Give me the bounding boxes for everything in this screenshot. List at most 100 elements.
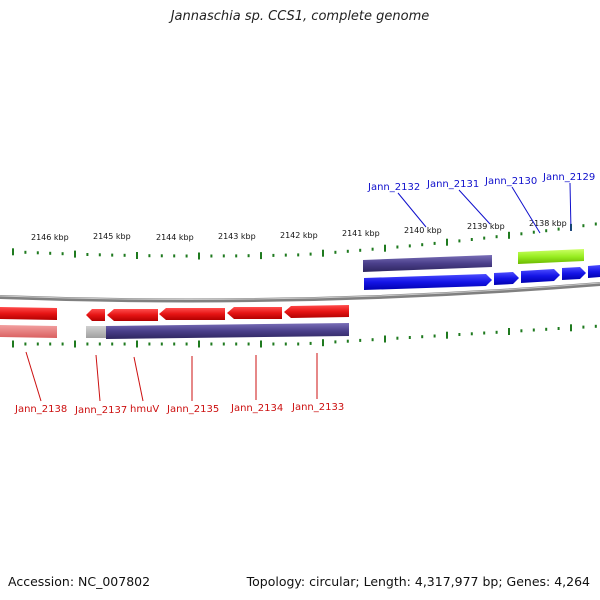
label-jann-2138[interactable]: Jann_2138	[14, 404, 67, 415]
major-tick	[508, 231, 510, 239]
minor-tick	[61, 342, 64, 346]
forward-band-segment[interactable]	[363, 255, 492, 272]
upper-tick-track	[12, 222, 597, 260]
major-tick	[136, 340, 138, 348]
label-jann-2131[interactable]: Jann_2131	[426, 179, 479, 190]
major-tick	[74, 250, 76, 258]
minor-tick	[235, 254, 238, 258]
label-jann-2137[interactable]: Jann_2137	[74, 405, 127, 416]
gene-jann-2132[interactable]	[364, 274, 492, 290]
minor-tick	[86, 342, 89, 346]
gene-jann-2131[interactable]	[494, 272, 519, 285]
minor-tick	[594, 222, 597, 226]
minor-tick	[111, 342, 114, 346]
minor-tick	[98, 342, 101, 346]
scale-label-2144: 2144 kbp	[156, 233, 194, 242]
minor-tick	[160, 342, 163, 346]
minor-tick	[111, 253, 114, 257]
gene-jann-2138[interactable]	[0, 307, 57, 320]
forward-band-highlight[interactable]	[518, 249, 584, 264]
scale-label-2143: 2143 kbp	[218, 232, 256, 241]
minor-tick	[36, 342, 39, 346]
minor-tick	[247, 342, 250, 346]
minor-tick	[470, 238, 473, 241]
reverse-band-segment[interactable]	[106, 323, 349, 339]
gene-hmuv[interactable]	[107, 309, 158, 321]
label-jann-2130[interactable]: Jann_2130	[484, 176, 537, 187]
scale-label-2140: 2140 kbp	[404, 226, 442, 235]
major-tick	[260, 252, 262, 260]
reverse-band-pink[interactable]	[0, 325, 57, 338]
major-tick	[446, 331, 448, 339]
gene-jann-2133[interactable]	[284, 305, 349, 318]
scale-label-2138: 2138 kbp	[529, 219, 567, 228]
major-tick	[322, 249, 324, 257]
minor-tick	[408, 244, 411, 248]
gene-jann-2129[interactable]	[562, 267, 586, 280]
minor-tick	[495, 330, 498, 334]
minor-tick	[421, 243, 424, 247]
minor-tick	[495, 235, 498, 239]
major-tick	[12, 340, 14, 348]
minor-tick	[334, 340, 337, 344]
reverse-band-track	[0, 323, 349, 339]
minor-tick	[210, 254, 213, 258]
minor-tick	[483, 236, 486, 240]
accession-text: Accession: NC_007802	[8, 574, 151, 589]
major-tick	[12, 248, 14, 256]
minor-tick	[123, 342, 126, 346]
minor-tick	[557, 227, 560, 231]
minor-tick	[309, 341, 312, 345]
label-jann-2135[interactable]: Jann_2135	[166, 404, 219, 415]
genome-backbone-highlight	[0, 282, 600, 300]
genome-backbone	[0, 282, 600, 303]
gene-jann-2134[interactable]	[227, 307, 282, 319]
minor-tick	[408, 336, 411, 339]
minor-tick	[545, 229, 548, 233]
major-tick	[384, 335, 386, 343]
minor-tick	[210, 342, 213, 346]
major-tick	[508, 328, 510, 335]
minor-tick	[24, 250, 27, 254]
minor-tick	[520, 329, 523, 333]
label-hmuv[interactable]: hmuV	[130, 404, 159, 415]
minor-tick	[582, 325, 585, 329]
minor-tick	[148, 254, 151, 258]
gene-jann-2130[interactable]	[521, 269, 560, 283]
reverse-gene-track	[0, 305, 349, 321]
minor-tick	[49, 251, 52, 255]
forward-gene-labels: Jann_2132 Jann_2131 Jann_2130 Jann_2129	[367, 172, 595, 234]
minor-tick	[173, 254, 176, 258]
scale-label-2139: 2139 kbp	[467, 222, 505, 231]
minor-tick	[594, 324, 597, 328]
minor-tick	[396, 245, 399, 249]
minor-tick	[297, 253, 300, 257]
lower-tick-track	[12, 324, 597, 348]
minor-tick	[148, 342, 151, 346]
label-jann-2132[interactable]: Jann_2132	[367, 182, 420, 193]
label-jann-2134[interactable]: Jann_2134	[230, 403, 283, 414]
scale-label-2142: 2142 kbp	[280, 231, 318, 240]
scale-label-2141: 2141 kbp	[342, 229, 380, 238]
minor-tick	[359, 338, 362, 342]
major-tick	[198, 252, 200, 260]
major-tick	[198, 340, 200, 348]
minor-tick	[185, 254, 188, 258]
major-tick	[74, 340, 76, 348]
minor-tick	[272, 253, 275, 257]
gene-jann-2128[interactable]	[588, 265, 600, 278]
major-tick	[260, 340, 262, 348]
label-jann-2133[interactable]: Jann_2133	[291, 402, 344, 413]
minor-tick	[346, 339, 349, 343]
scale-label-2145: 2145 kbp	[93, 232, 131, 241]
minor-tick	[582, 224, 585, 228]
scale-label-2146: 2146 kbp	[31, 233, 69, 242]
gene-jann-2137[interactable]	[86, 309, 105, 321]
label-jann-2129[interactable]: Jann_2129	[542, 172, 595, 183]
minor-tick	[173, 342, 176, 346]
minor-tick	[123, 253, 126, 257]
reverse-band-grey[interactable]	[86, 326, 106, 338]
gene-jann-2135[interactable]	[159, 308, 225, 320]
minor-tick	[272, 342, 275, 346]
